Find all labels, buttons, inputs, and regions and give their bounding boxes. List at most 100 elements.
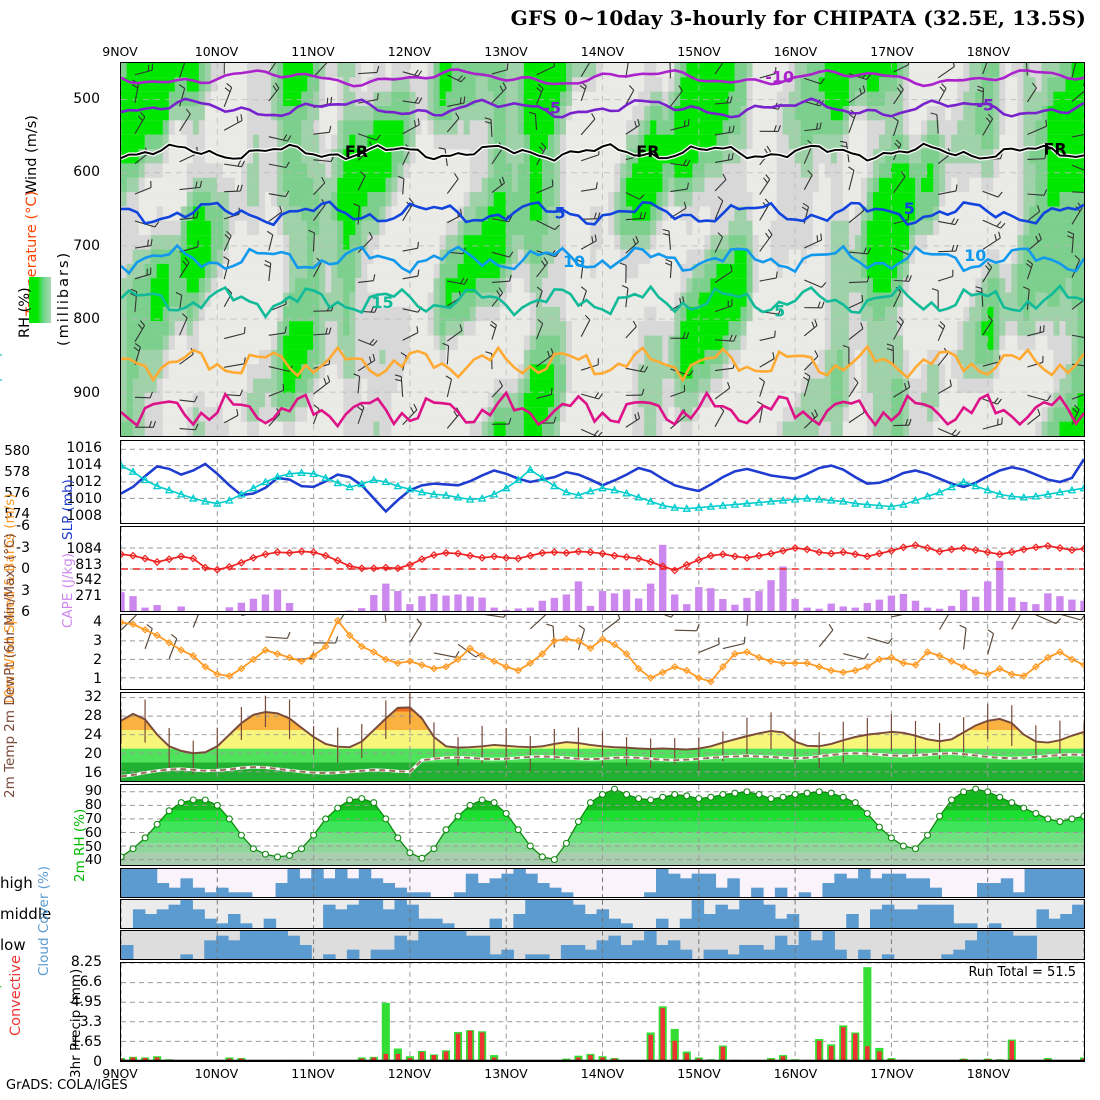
y-tick-label: 6 <box>21 604 30 620</box>
cloud-label-middle: middle <box>0 905 52 923</box>
precip-convective-bar <box>840 1027 846 1061</box>
cape-bar <box>1044 593 1052 611</box>
cape-bar <box>394 591 402 611</box>
cloud-bar <box>584 914 598 928</box>
contour-label: 5 <box>774 302 785 321</box>
date-label: 12NOV <box>387 1066 432 1081</box>
cloud-bar <box>430 918 443 928</box>
cloud-bar <box>679 949 693 959</box>
cloud-bar <box>917 878 931 897</box>
cloud-bar <box>632 940 645 959</box>
precip-convective-bar <box>395 1053 401 1061</box>
rh-legend-swatch <box>29 277 51 323</box>
cape-bar <box>923 607 932 611</box>
cloud-bar <box>501 949 514 959</box>
panel-cloud-middle[interactable] <box>120 899 1085 929</box>
cloud-bar <box>977 883 990 897</box>
panel-cape-liftedindex[interactable] <box>120 526 1085 612</box>
cloud-bar <box>275 883 289 897</box>
precip-convective-bar <box>600 1057 605 1061</box>
cloud-bar <box>941 954 954 959</box>
cloud-bar <box>477 883 491 897</box>
temp-y-ticks: 32 28 24 20 16 <box>0 689 114 782</box>
cloud-bar <box>881 954 895 959</box>
cloud-bar <box>774 935 788 959</box>
cloud-bar <box>453 892 467 897</box>
precip-svg <box>121 963 1084 1061</box>
cloud-bar <box>418 918 431 928</box>
precip-convective-bar <box>407 1058 413 1061</box>
panel-temp-dewpoint[interactable] <box>120 692 1085 782</box>
cape-bar <box>959 589 968 611</box>
cloud-high-svg <box>121 869 1084 897</box>
cloud-bar <box>335 909 348 928</box>
cape-bar <box>121 592 125 611</box>
y-tick-label: 80 <box>84 796 102 813</box>
date-label: 11NOV <box>291 44 335 59</box>
cloud-bar <box>549 900 562 928</box>
date-label: 15NOV <box>677 44 721 59</box>
cloud-bar <box>834 873 847 897</box>
precip-total-bar <box>381 1002 390 1061</box>
cloud-bar <box>168 904 182 928</box>
cape-bar <box>851 607 859 611</box>
contour-label: -10 <box>765 68 794 87</box>
cloud-bar <box>156 883 170 897</box>
cloud-bar <box>798 892 812 897</box>
cloud-bar <box>739 900 752 928</box>
date-axis-top: 9NOV 10NOV 11NOV 12NOV 13NOV 14NOV 15NOV 16NOV 1… <box>102 44 1085 62</box>
precip-total-bar <box>863 967 872 1061</box>
cloud-bar <box>822 931 835 959</box>
cloud-bar <box>525 873 538 897</box>
cape-bar <box>671 594 679 611</box>
cloud-bar <box>893 909 907 928</box>
cloud-bar <box>489 878 503 897</box>
date-label: 13NOV <box>484 1066 528 1081</box>
panel-wind-10m[interactable] <box>120 614 1085 690</box>
cape-bar <box>947 605 956 611</box>
date-label: 14NOV <box>580 44 625 59</box>
date-label: 11NOV <box>291 1066 335 1081</box>
cloud-bar <box>287 935 300 959</box>
cape-bar <box>646 583 655 611</box>
precip-convective-bar <box>720 1046 726 1061</box>
y-tick-label: 1010 <box>66 490 102 507</box>
panel-rh-2m[interactable] <box>120 784 1085 866</box>
y-tick-label: 6.6 <box>79 974 102 990</box>
cloud-bar <box>988 931 1002 959</box>
y-tick-label: 0 <box>93 1054 102 1070</box>
y-tick-label: 1084 <box>66 540 102 557</box>
cape-bar <box>1032 604 1040 611</box>
y-tick-label: 20 <box>84 745 102 762</box>
precip-convective-bar <box>684 1053 690 1061</box>
cape-bar <box>887 595 896 611</box>
precip-y-ticks: 8.25 6.6 4.95 3.3 1.65 0 <box>0 954 114 1070</box>
cloud-bar <box>156 909 170 928</box>
cloud-bar <box>180 900 193 928</box>
cloud-bar <box>537 954 550 959</box>
cloud-bar <box>442 931 455 959</box>
panel-cloud-low[interactable] <box>120 930 1085 960</box>
cloud-bar <box>774 918 788 928</box>
cloud-bar <box>929 904 942 928</box>
date-label: 16NOV <box>773 1066 818 1081</box>
cloud-bar <box>751 945 764 959</box>
cloud-bar <box>715 887 728 897</box>
cloud-bar <box>144 869 158 897</box>
panel-precip[interactable]: Run Total = 51.5 <box>120 962 1085 1062</box>
y-tick-label: 28 <box>84 707 102 724</box>
cloud-bar <box>358 869 372 897</box>
precip-convective-bar <box>1009 1040 1015 1061</box>
cloud-bar <box>501 873 514 897</box>
panel-slp-thickness[interactable] <box>120 440 1085 524</box>
axis-title-pressure: (millibars) <box>56 250 72 346</box>
y-tick-label: 50 <box>84 838 102 855</box>
cape-bar <box>610 593 619 611</box>
cloud-bar <box>608 935 621 959</box>
cloud-bar <box>1036 909 1049 928</box>
panel-cloud-high[interactable] <box>120 868 1085 898</box>
cloud-bar <box>418 931 431 959</box>
cloud-bar <box>1060 914 1073 928</box>
thickness-y-ticks: 580 578 576 574 <box>0 440 72 524</box>
panel-vertical-profile[interactable]: -10 -5 -5 FR FR FR 5 5 10 10 15 5 <box>120 62 1085 437</box>
